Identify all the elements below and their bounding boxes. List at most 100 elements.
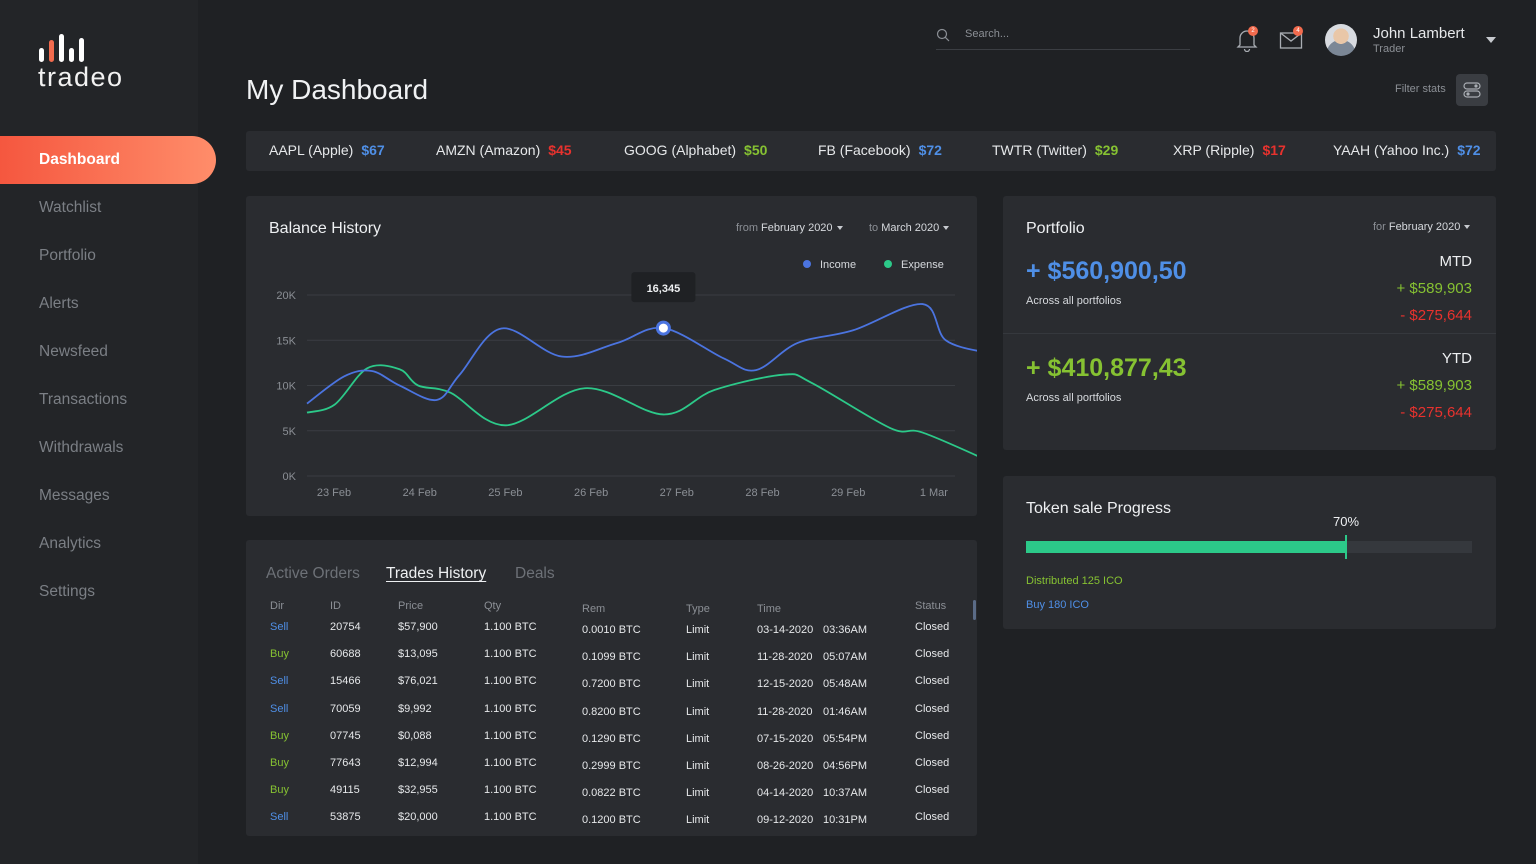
cell-price: $9,992 (398, 702, 432, 715)
buy-ico-link[interactable]: Buy 180 ICO (1026, 599, 1089, 611)
tab-trades-history[interactable]: Trades History (386, 565, 487, 582)
filter-stats-button[interactable] (1456, 74, 1488, 106)
cell-qty: 1.100 BTC (484, 621, 537, 633)
cell-type: Limit (686, 705, 710, 718)
sidebar-item-transactions[interactable]: Transactions (39, 391, 128, 408)
tab-deals[interactable]: Deals (515, 565, 555, 582)
stock-ticker: AAPL (Apple) $67 AMZN (Amazon) $45 GOOG (Alp… (246, 131, 1496, 171)
ticker-item[interactable]: AAPL (Apple) $67 (269, 142, 385, 158)
cell-id: 53875 (330, 811, 361, 824)
ticker-name: AMZN (Amazon) (436, 142, 541, 158)
cell-type: Limit (686, 678, 710, 691)
legend-income-label: Income (820, 259, 857, 271)
highlighted-point[interactable] (655, 320, 671, 336)
portfolio-card: Portfolio for February 2020 + $560,900,50… (1003, 196, 1496, 450)
cell-qty: 1.100 BTC (484, 784, 537, 797)
cell-status: Closed (915, 648, 950, 661)
chevron-down-icon (836, 226, 843, 231)
cell-time: 05:54PM (823, 732, 868, 745)
column-header-dir: Dir (270, 600, 285, 612)
ticker-name: AAPL (Apple) (269, 142, 354, 158)
sidebar-item-dashboard[interactable]: Dashboard (0, 136, 216, 184)
x-tick-label: 26 Feb (574, 487, 608, 499)
sidebar-item-analytics[interactable]: Analytics (39, 535, 102, 552)
distributed-ico: Distributed 125 ICO (1026, 575, 1123, 587)
tab-active-orders[interactable]: Active Orders (266, 565, 360, 582)
ticker-price: $45 (548, 142, 572, 158)
portfolio-period-select[interactable]: for February 2020 (1373, 221, 1471, 233)
filter-stats-label: Filter stats (1395, 83, 1446, 95)
cell-type: Limit (686, 624, 710, 636)
y-tick-label: 10K (276, 381, 296, 393)
date-from-select[interactable]: from February 2020 (736, 222, 843, 234)
sidebar-item-portfolio[interactable]: Portfolio (39, 247, 96, 264)
sidebar-item-watchlist[interactable]: Watchlist (39, 199, 102, 216)
date-to-select[interactable]: to March 2020 (869, 222, 950, 234)
sidebar-item-settings[interactable]: Settings (39, 583, 96, 600)
cell-dir: Buy (270, 648, 289, 661)
cell-qty: 1.100 BTC (484, 648, 537, 661)
mtd-caption: Across all portfolios (1026, 295, 1122, 307)
avatar[interactable] (1325, 24, 1357, 56)
ytd-up-value: + $589,903 (1396, 377, 1473, 394)
cell-dir: Buy (270, 729, 289, 742)
cell-rem: 0.2999 BTC (582, 760, 641, 772)
series-line-expense (306, 364, 977, 457)
cell-dir: Buy (270, 757, 289, 769)
cell-date: 11-28-2020 (757, 651, 813, 664)
ticker-item[interactable]: YAAH (Yahoo Inc.) $72 (1333, 142, 1481, 158)
x-tick-label: 24 Feb (403, 487, 437, 499)
ticker-item[interactable]: TWTR (Twitter) $29 (992, 142, 1118, 158)
notifications-badge: 2 (1248, 26, 1258, 36)
y-tick-label: 0K (283, 471, 297, 483)
ticker-price: $72 (1457, 142, 1481, 158)
cell-time: 03:36AM (823, 624, 868, 636)
messages-button[interactable]: 4 (1279, 26, 1305, 52)
cell-date: 07-15-2020 (757, 732, 814, 745)
column-header-type: Type (686, 603, 710, 615)
cell-price: $57,900 (398, 621, 438, 633)
legend-expense[interactable]: Expense (884, 259, 944, 271)
user-name[interactable]: John Lambert (1373, 25, 1465, 42)
ticker-name: XRP (Ripple) (1173, 142, 1255, 158)
cell-time: 04:56PM (823, 760, 868, 772)
cell-price: $0,088 (398, 729, 432, 742)
x-tick-label: 27 Feb (660, 487, 694, 499)
search-input[interactable] (965, 28, 1185, 40)
brand-logo[interactable]: tradeo (38, 32, 124, 93)
sidebar-item-alerts[interactable]: Alerts (39, 295, 79, 312)
cell-date: 03-14-2020 (757, 624, 814, 636)
cell-type: Limit (686, 787, 710, 800)
balance-chart[interactable]: 20K 15K 10K 5K 0K 23 Feb 24 Feb 25 Feb 26 Feb 27 … (246, 196, 977, 516)
ytd-down-value: - $275,644 (1400, 404, 1472, 421)
cell-qty: 1.100 BTC (484, 729, 537, 742)
chevron-down-icon[interactable] (1486, 37, 1496, 43)
cell-dir: Sell (270, 811, 289, 824)
sidebar-item-withdrawals[interactable]: Withdrawals (39, 439, 124, 456)
trades-scrollbar[interactable] (973, 600, 976, 620)
mtd-label: MTD (1439, 253, 1473, 270)
token-progress-fill (1026, 541, 1346, 553)
sidebar: tradeo Dashboard Watchlist Portfolio Alerts… (0, 0, 216, 864)
series-line-income (306, 303, 977, 405)
sidebar-item-newsfeed[interactable]: Newsfeed (39, 343, 108, 360)
sidebar-item-messages[interactable]: Messages (39, 487, 110, 504)
notifications-button[interactable]: 2 (1236, 26, 1260, 53)
legend-income[interactable]: Income (803, 259, 856, 271)
ticker-item[interactable]: GOOG (Alphabet) $50 (624, 142, 767, 158)
x-tick-label: 23 Feb (317, 487, 351, 499)
page-title: My Dashboard (246, 74, 429, 105)
cell-id: 60688 (330, 648, 361, 661)
cell-qty: 1.100 BTC (484, 675, 537, 688)
cell-status: Closed (915, 784, 950, 797)
ticker-name: FB (Facebook) (818, 142, 911, 158)
ticker-price: $67 (361, 142, 385, 158)
logo-bars-icon (39, 32, 124, 62)
divider (1003, 333, 1496, 334)
tooltip-box (631, 272, 696, 303)
ticker-item[interactable]: FB (Facebook) $72 (818, 142, 942, 158)
cell-rem: 0.0010 BTC (582, 624, 641, 636)
ticker-item[interactable]: XRP (Ripple) $17 (1173, 142, 1286, 158)
cell-dir: Buy (270, 784, 289, 797)
ticker-item[interactable]: AMZN (Amazon) $45 (436, 142, 572, 158)
